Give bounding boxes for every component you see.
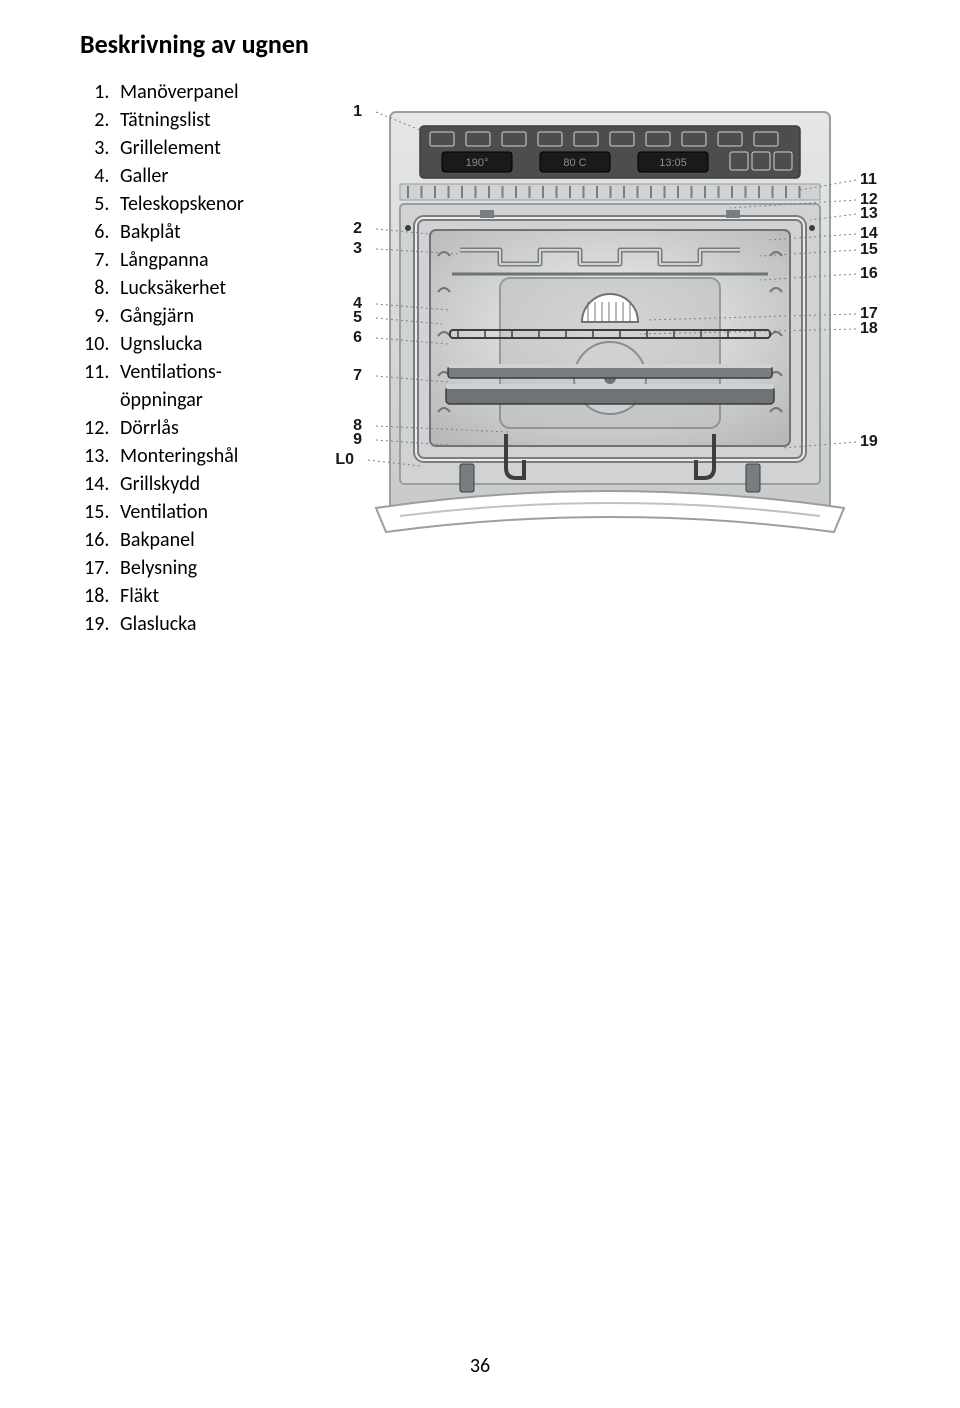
parts-list-item: Grillskydd [114,470,340,498]
svg-text:16: 16 [860,265,878,282]
oven-diagram-svg: 190°80 C13:05123456789L01112131415161718… [330,78,890,578]
parts-list-item: Ugnslucka [114,330,340,358]
parts-list-item: Manöverpanel [114,78,340,106]
page-heading: Beskrivning av ugnen [80,28,900,60]
svg-text:15: 15 [860,241,878,258]
parts-list-item: Glaslucka [114,610,340,638]
parts-list-item: Gångjärn [114,302,340,330]
parts-list-item: Grillelement [114,134,340,162]
svg-text:190°: 190° [466,157,489,169]
svg-text:9: 9 [353,431,362,448]
parts-list-item: Lucksäkerhet [114,274,340,302]
parts-list-item: Monteringshål [114,442,340,470]
svg-text:L0: L0 [335,451,354,468]
svg-text:6: 6 [353,329,362,346]
svg-text:5: 5 [353,309,362,326]
parts-list-item: Långpanna [114,246,340,274]
svg-text:11: 11 [860,171,877,188]
oven-figure: 190°80 C13:05123456789L01112131415161718… [330,78,900,578]
page-number: 36 [0,1354,960,1378]
svg-text:7: 7 [353,367,362,384]
parts-list-item: Teleskopskenor [114,190,340,218]
svg-text:3: 3 [353,240,362,257]
svg-text:2: 2 [353,220,362,237]
parts-list-item: Bakplåt [114,218,340,246]
parts-list-column: ManöverpanelTätningslistGrillelementGall… [80,78,340,638]
parts-list-item: Ventilation [114,498,340,526]
svg-text:19: 19 [860,433,878,450]
content-row: ManöverpanelTätningslistGrillelementGall… [80,78,900,638]
parts-list: ManöverpanelTätningslistGrillelementGall… [80,78,340,638]
svg-text:13:05: 13:05 [659,157,687,169]
parts-list-item: Belysning [114,554,340,582]
parts-list-item: Tätningslist [114,106,340,134]
svg-text:14: 14 [860,225,878,242]
svg-text:13: 13 [860,205,878,222]
parts-list-item: Bakpanel [114,526,340,554]
parts-list-item: Fläkt [114,582,340,610]
parts-list-item: Ventilations-öppningar [114,358,340,414]
parts-list-item: Galler [114,162,340,190]
svg-text:1: 1 [353,103,362,120]
svg-text:80 C: 80 C [563,157,586,169]
svg-text:18: 18 [860,320,878,337]
page: Beskrivning av ugnen ManöverpanelTätning… [0,0,960,1408]
parts-list-item: Dörrlås [114,414,340,442]
